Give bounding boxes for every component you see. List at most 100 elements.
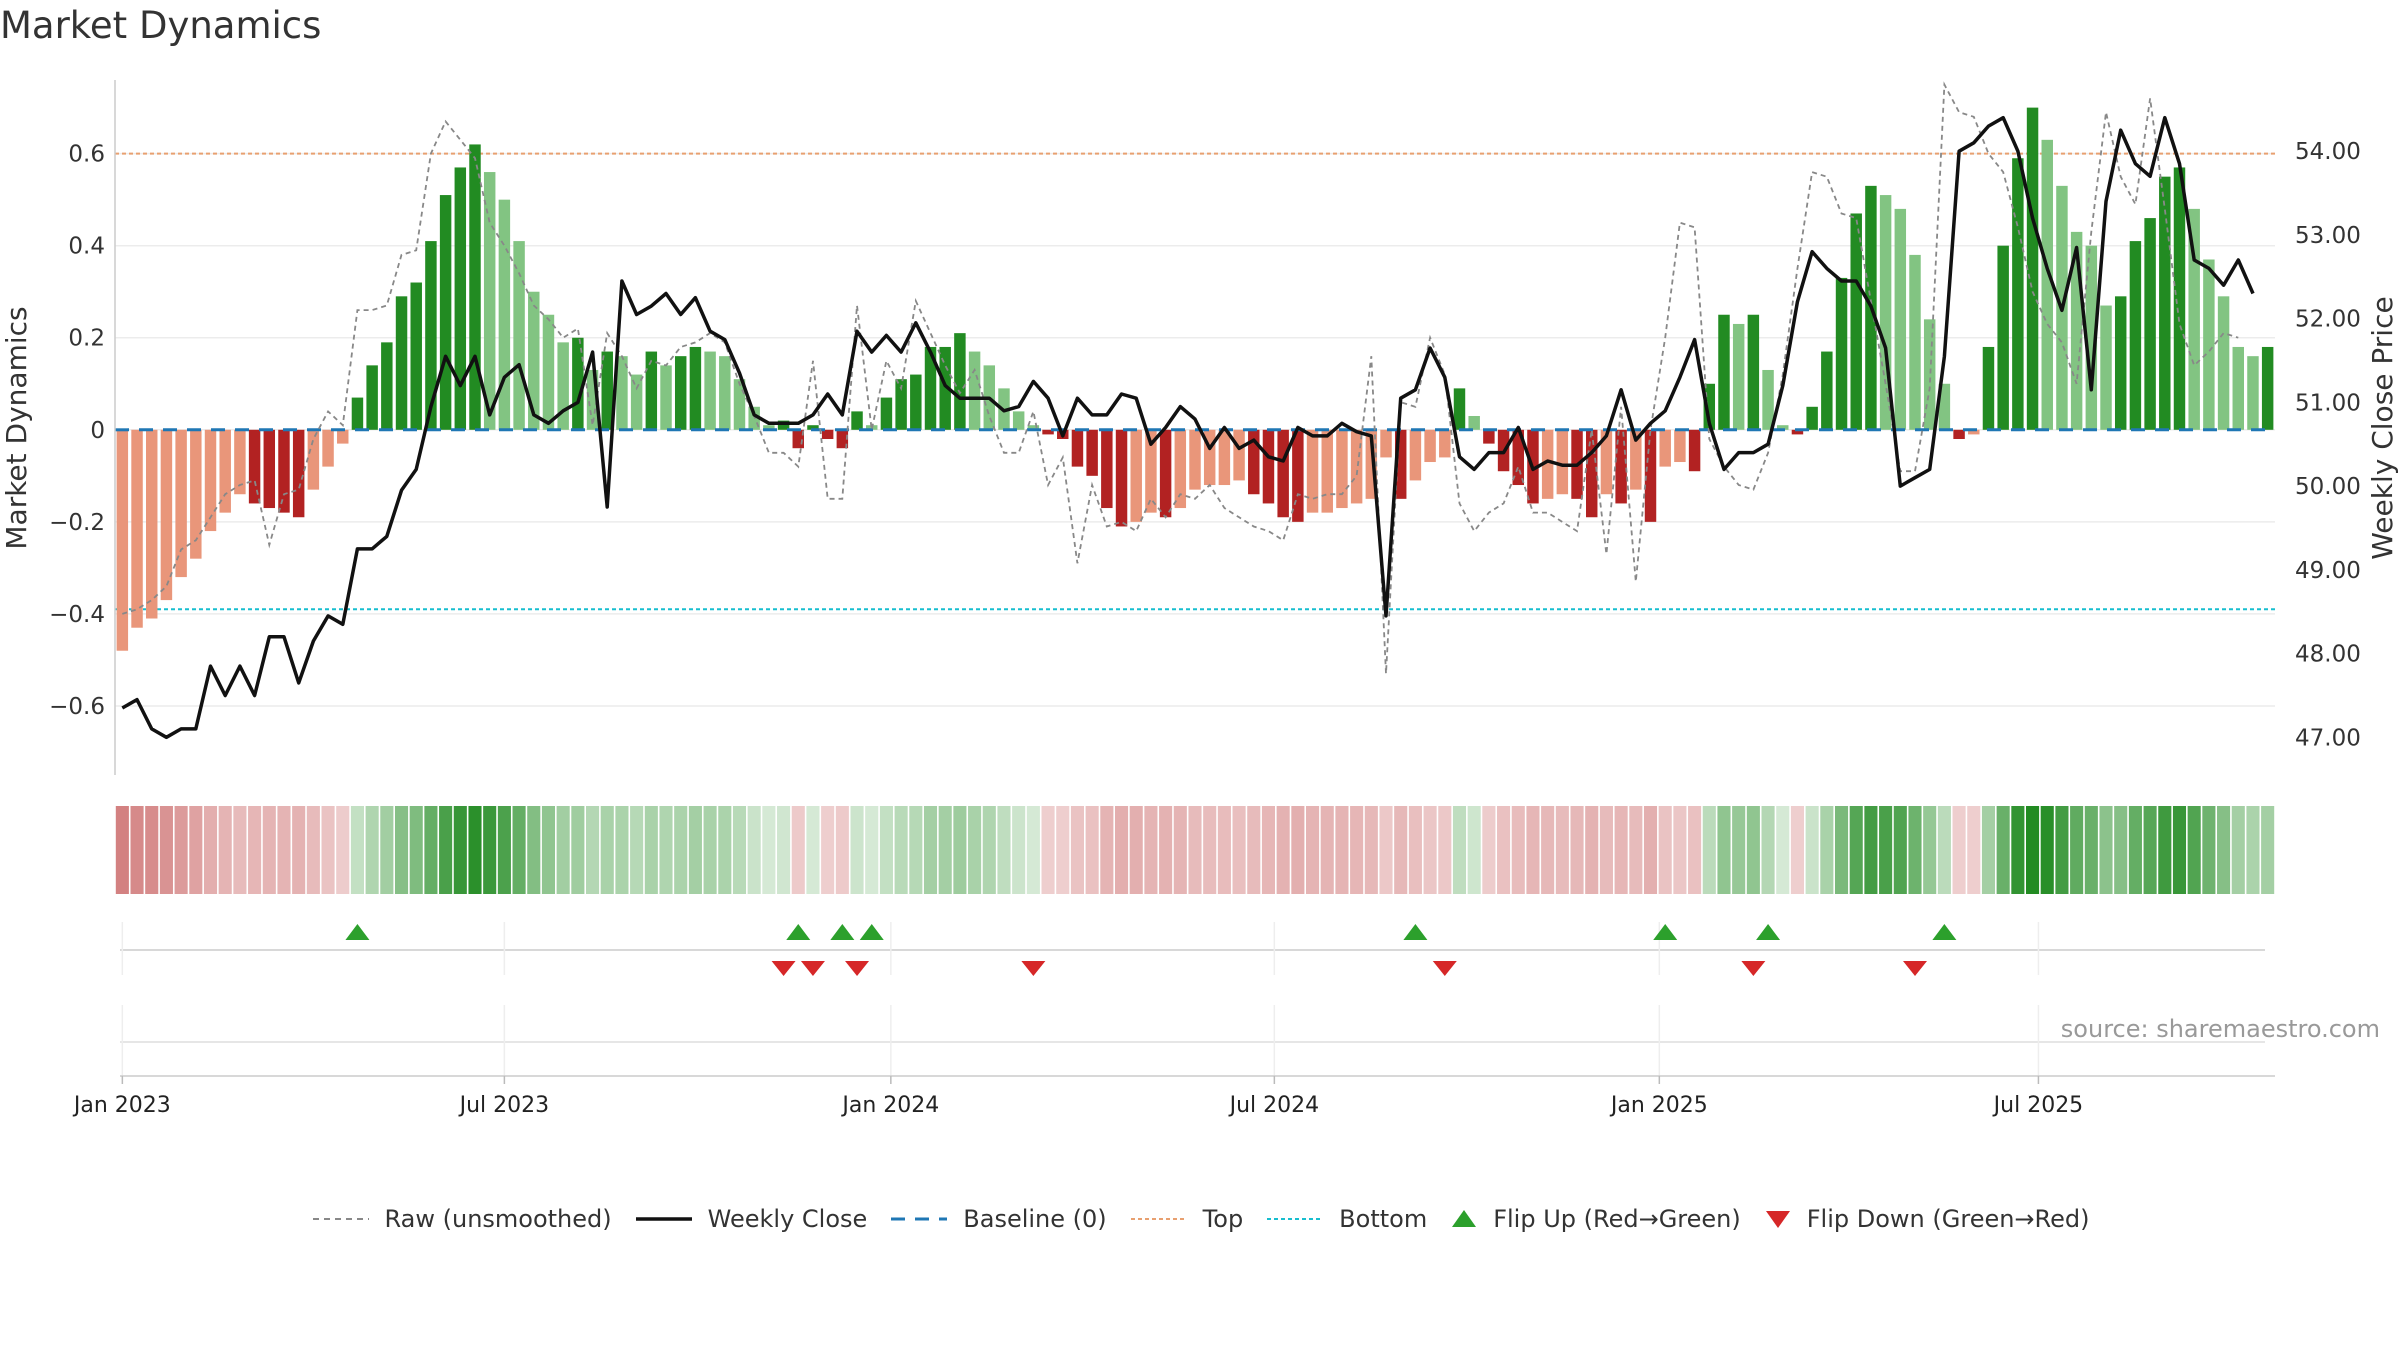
regime-cell — [2187, 806, 2201, 894]
legend-close-label: Weekly Close — [707, 1205, 868, 1233]
dynamics-bar — [175, 429, 187, 578]
dynamics-bar — [1145, 429, 1157, 513]
dynamics-bar — [1189, 429, 1201, 490]
regime-cell — [1423, 806, 1437, 894]
regime-cell — [468, 806, 482, 894]
dynamics-bar — [1586, 429, 1598, 518]
y2-tick-label: 49.00 — [2295, 558, 2361, 584]
regime-cell — [1335, 806, 1349, 894]
dynamics-bar — [1218, 429, 1231, 486]
regime-cell — [1937, 806, 1951, 894]
regime-cell — [306, 806, 320, 894]
y2-tick-label: 53.00 — [2295, 223, 2361, 249]
dynamics-bar — [1850, 213, 1862, 430]
regime-cell — [218, 806, 232, 894]
dynamics-bar — [292, 429, 305, 518]
regime-cell — [130, 806, 144, 894]
legend: Raw (unsmoothed) Weekly Close Baseline (… — [0, 1205, 2400, 1233]
flip-up-marker — [859, 924, 884, 940]
dynamics-bar — [1806, 406, 1818, 430]
regime-cell — [2202, 806, 2216, 894]
regime-cell — [2217, 806, 2231, 894]
flip-up-marker — [1403, 924, 1428, 940]
regime-cell — [2070, 806, 2084, 894]
flip-up-icon — [1452, 1210, 1477, 1227]
chart-title: Market Dynamics — [0, 4, 322, 47]
regime-cell — [1879, 806, 1893, 894]
regime-cell — [806, 806, 820, 894]
dynamics-bar — [366, 365, 378, 430]
dynamics-bar — [1762, 369, 1774, 430]
flip-down-marker — [1021, 961, 1046, 976]
flip-down-marker — [1432, 961, 1457, 976]
dynamics-bar — [190, 429, 202, 559]
regime-cell — [1379, 806, 1393, 894]
y-tick-label: −0.2 — [49, 510, 105, 536]
dynamics-bar — [2217, 296, 2230, 430]
flip-markers-panel — [120, 922, 2265, 1076]
regime-cell — [1555, 806, 1569, 894]
dynamics-bar — [2114, 296, 2127, 430]
legend-bottom-label: Bottom — [1339, 1205, 1428, 1233]
regime-cell — [1056, 806, 1070, 894]
regime-cell — [2040, 806, 2054, 894]
regime-cell — [424, 806, 438, 894]
regime-cell — [1394, 806, 1408, 894]
regime-cell — [483, 806, 497, 894]
dynamics-bar — [2085, 245, 2098, 430]
regime-cell — [1732, 806, 1746, 894]
x-tick-label: Jul 2025 — [1992, 1093, 2084, 1118]
regime-cell — [1291, 806, 1305, 894]
regime-cell — [1688, 806, 1702, 894]
regime-cell — [2084, 806, 2098, 894]
dynamics-bar — [557, 342, 569, 430]
regime-cell — [512, 806, 526, 894]
dynamics-bar — [513, 241, 525, 430]
dynamics-bar — [1923, 319, 1936, 430]
dynamics-bar — [1042, 429, 1054, 435]
x-tick-label: Jul 2024 — [1228, 1093, 1320, 1118]
dynamics-bar — [1424, 429, 1436, 463]
x-tick-label: Jan 2024 — [840, 1093, 939, 1118]
dynamics-bar — [395, 296, 408, 430]
dynamics-bar — [1277, 429, 1289, 518]
legend-baseline-label: Baseline (0) — [963, 1205, 1107, 1233]
flip-down-marker — [800, 961, 825, 976]
dynamics-bar — [792, 429, 804, 449]
regime-cell — [1820, 806, 1834, 894]
regime-cell — [1188, 806, 1202, 894]
y-tick-label: −0.4 — [49, 602, 105, 628]
legend-close: Weekly Close — [634, 1205, 868, 1233]
regime-cell — [1438, 806, 1452, 894]
dynamics-bar — [968, 351, 981, 430]
regime-cell — [1981, 806, 1996, 894]
regime-cell — [968, 806, 982, 894]
regime-cell — [1012, 806, 1026, 894]
regime-cell — [615, 806, 629, 894]
regime-cell — [1497, 806, 1511, 894]
regime-cell — [1511, 806, 1525, 894]
regime-cell — [394, 806, 409, 894]
regime-cell — [982, 806, 996, 894]
regime-cell — [1232, 806, 1246, 894]
regime-cell — [879, 806, 893, 894]
dynamics-bar — [2173, 167, 2186, 430]
legend-flip-down-label: Flip Down (Green→Red) — [1806, 1205, 2090, 1233]
regime-cell — [1790, 806, 1804, 894]
regime-cell — [923, 806, 938, 894]
dynamics-bar — [234, 429, 246, 495]
dynamics-bar — [1600, 429, 1613, 495]
regime-cell — [453, 806, 467, 894]
dynamics-bar — [307, 429, 320, 490]
raw-series-line — [122, 81, 2239, 674]
dynamics-bar — [719, 356, 731, 430]
dynamics-bar — [2026, 107, 2039, 430]
regime-cell — [1026, 806, 1040, 894]
regime-cell — [145, 806, 159, 894]
dynamics-bar — [2041, 139, 2053, 430]
regime-cell — [1893, 806, 1907, 894]
dynamics-bar — [1791, 429, 1804, 435]
flip-down-marker — [845, 961, 870, 976]
x-tick-label: Jul 2023 — [458, 1093, 550, 1118]
legend-flip-up: Flip Up (Red→Green) — [1449, 1205, 1741, 1233]
